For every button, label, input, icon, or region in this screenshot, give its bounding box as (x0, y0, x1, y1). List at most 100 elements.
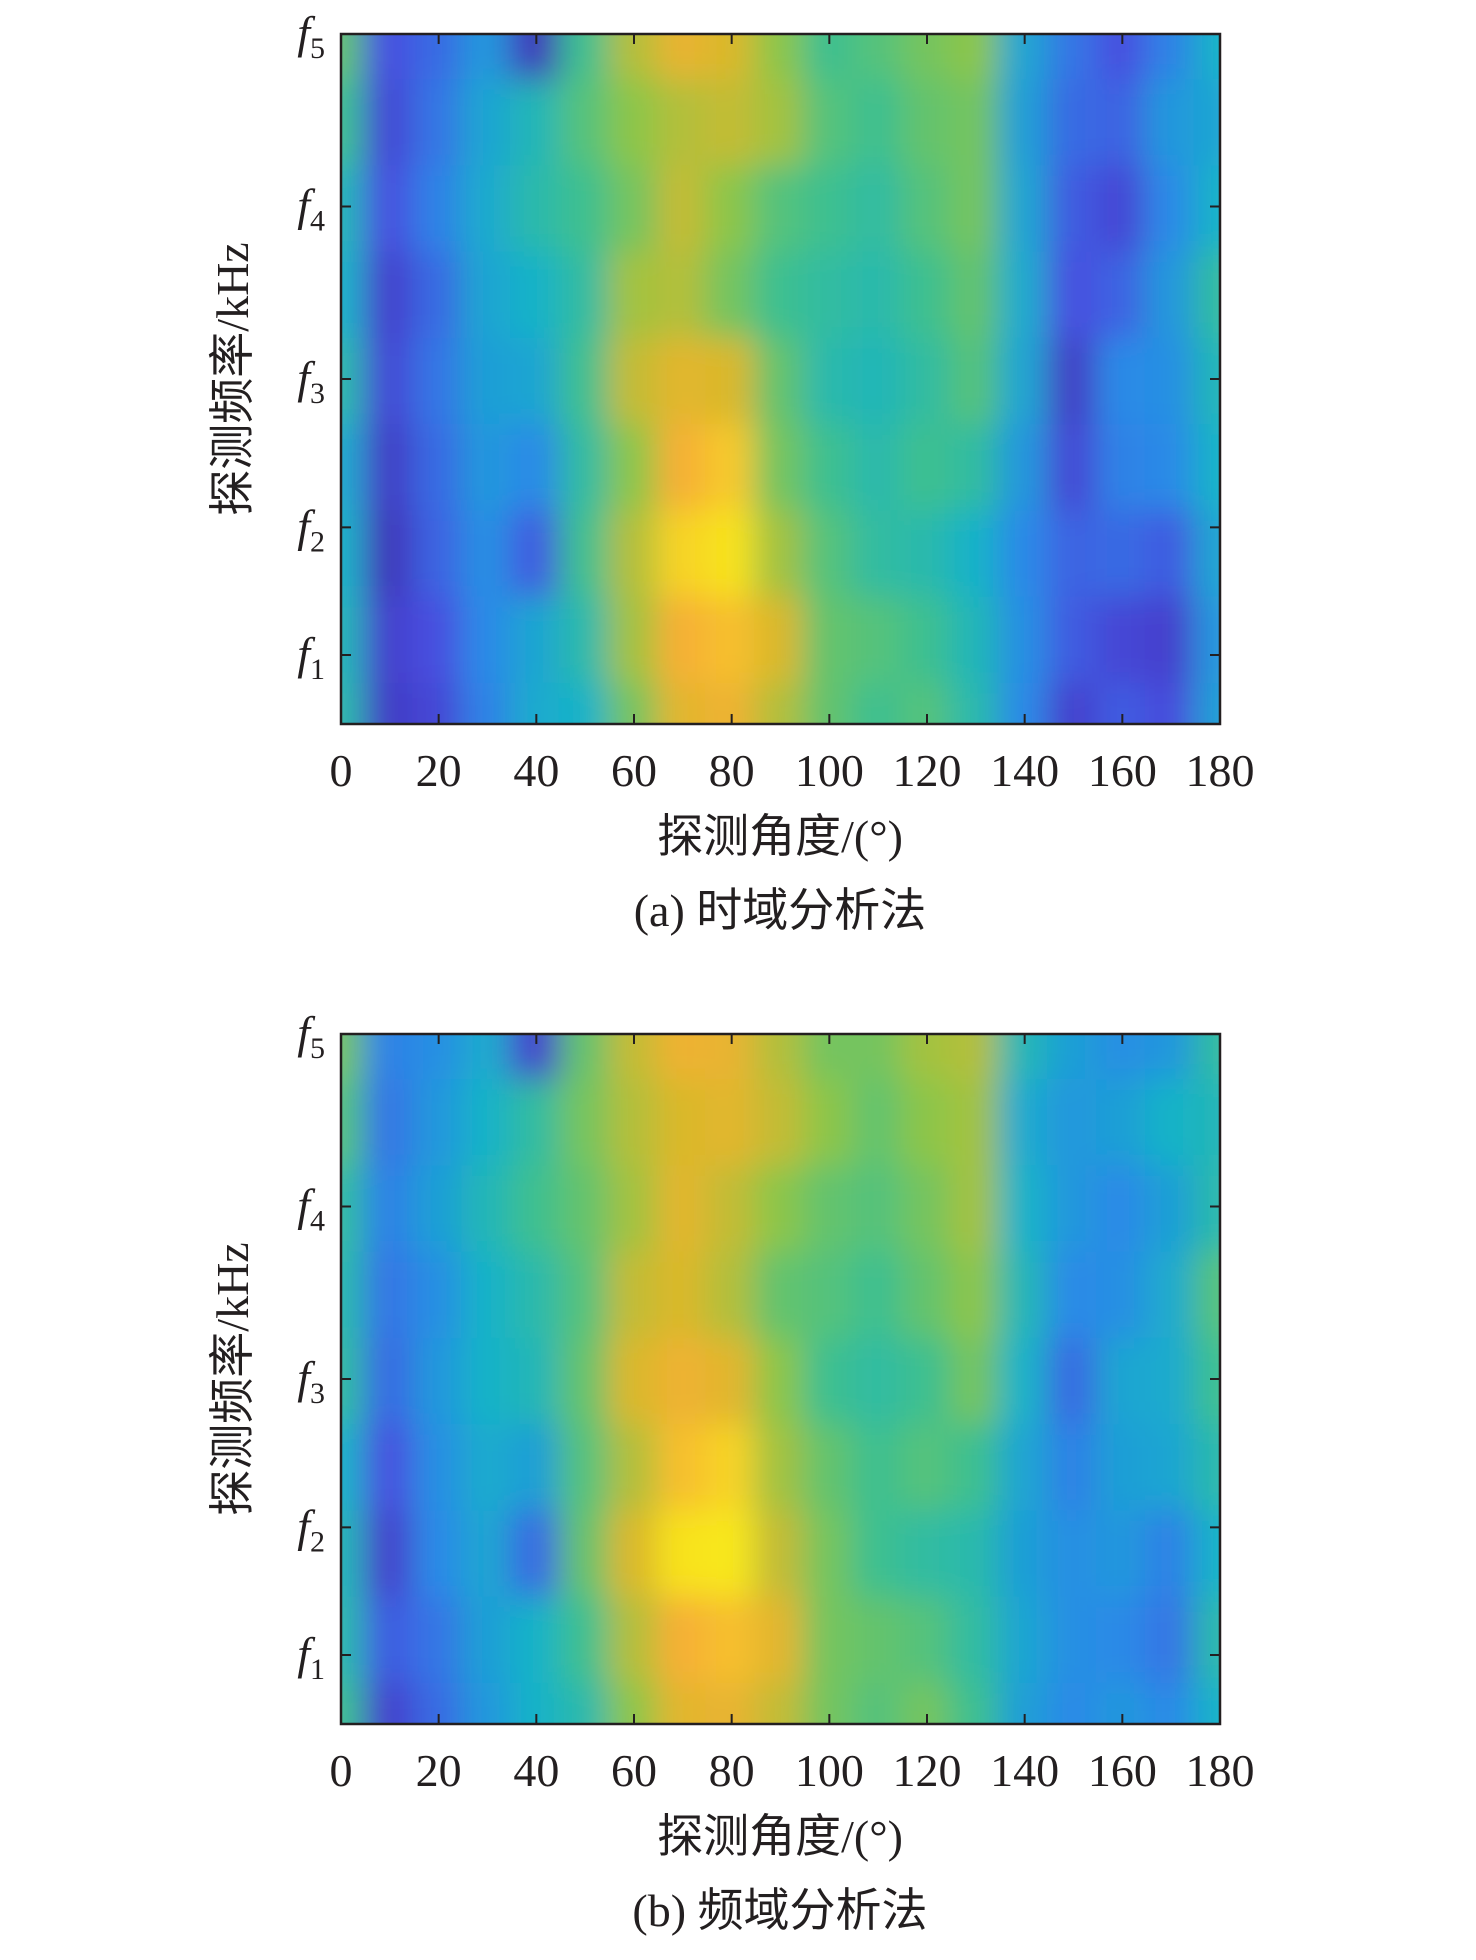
heatmap-cell (607, 592, 661, 683)
heatmap-cell (509, 161, 563, 252)
heatmap-cell (461, 678, 514, 724)
heatmap-cell (558, 1247, 612, 1338)
heatmap-cell (1144, 333, 1198, 425)
heatmap-cell (851, 1161, 905, 1252)
heatmap-cell (949, 1075, 1003, 1166)
heatmap-cell (949, 34, 1003, 80)
heatmap-cell (802, 506, 856, 597)
heatmap-cell (558, 1075, 612, 1166)
heatmap-cell (412, 161, 466, 252)
heatmap-cell (1144, 1592, 1198, 1683)
heatmap-cell (1047, 1420, 1100, 1511)
heatmap-cell (558, 1333, 612, 1425)
heatmap-cell (949, 161, 1003, 252)
x-tick-labels-b: 0 20 40 60 80 100 120 140 160 180 (330, 1034, 1255, 1796)
heatmap-cell (998, 333, 1052, 425)
heatmap-cell (998, 247, 1052, 338)
heatmap-cell (461, 1678, 514, 1724)
heatmap-cell (949, 678, 1003, 724)
heatmap-cell (656, 1034, 710, 1080)
heatmap-cell (607, 161, 661, 252)
heatmap-cell (949, 592, 1003, 683)
x-tick-label: 40 (513, 745, 559, 796)
x-tick-label: 40 (513, 1745, 559, 1796)
heatmap-panel-b: 0 20 40 60 80 100 120 140 160 180 f1 f2 f3 f4 f5 探测角度… (207, 1007, 1255, 1936)
heatmap-cell (1047, 34, 1100, 80)
heatmap-cell (558, 678, 612, 724)
heatmap-cell (998, 1075, 1052, 1166)
heatmap-cells-b (341, 1034, 1220, 1724)
heatmap-cell (341, 75, 368, 166)
heatmap-cell (1193, 420, 1220, 511)
heatmap-cell (461, 1247, 514, 1338)
heatmap-cell (509, 1247, 563, 1338)
heatmap-cell (656, 678, 710, 724)
x-tick-labels-a: 0 20 40 60 80 100 120 140 160 180 (330, 34, 1255, 796)
heatmap-cell (558, 34, 612, 80)
heatmap-cell (802, 1592, 856, 1683)
heatmap-cell (998, 506, 1052, 597)
heatmap-cell (363, 1034, 417, 1080)
heatmap-cell (412, 247, 466, 338)
heatmap-cell (851, 75, 905, 166)
heatmap-cell (1193, 678, 1220, 724)
heatmap-cell (509, 1333, 563, 1425)
heatmap-cell (998, 161, 1052, 252)
heatmap-cell (705, 1592, 759, 1683)
heatmap-cell (802, 1506, 856, 1597)
y-tick-label: f1 (297, 1628, 325, 1686)
heatmap-cell (900, 75, 954, 166)
y-tick-label: f4 (297, 180, 325, 238)
heatmap-cell (461, 1592, 514, 1683)
y-tick-subscript: 1 (310, 1653, 325, 1686)
y-tick-subscript: 5 (310, 1032, 325, 1065)
heatmap-cell (998, 420, 1052, 511)
heatmap-cell (656, 247, 710, 338)
caption-a: (a) 时域分析法 (634, 885, 927, 936)
heatmap-cell (900, 247, 954, 338)
y-tick-label: f3 (297, 1352, 325, 1410)
x-tick-label: 60 (611, 1745, 657, 1796)
heatmap-cell (1047, 1333, 1100, 1425)
heatmap-cell (1047, 1034, 1100, 1080)
heatmap-cell (341, 1592, 368, 1683)
heatmap-cell (607, 333, 661, 425)
heatmap-cell (1095, 161, 1149, 252)
heatmap-cell (363, 34, 417, 80)
heatmap-cell (851, 161, 905, 252)
heatmap-cell (802, 161, 856, 252)
heatmap-cell (851, 1034, 905, 1080)
heatmap-cell (851, 506, 905, 597)
heatmap-cell (509, 1161, 563, 1252)
heatmap-cell (656, 420, 710, 511)
heatmap-cell (558, 333, 612, 425)
heatmap-cell (1047, 1678, 1100, 1724)
heatmap-cell (1193, 75, 1220, 166)
heatmap-cell (341, 247, 368, 338)
heatmap-cell (949, 506, 1003, 597)
heatmap-cell (509, 333, 563, 425)
heatmap-cell (509, 506, 563, 597)
heatmap-cell (509, 247, 563, 338)
heatmap-cell (705, 247, 759, 338)
heatmap-cell (1144, 506, 1198, 597)
caption-b: (b) 频域分析法 (632, 1885, 927, 1936)
heatmap-cell (412, 1333, 466, 1425)
heatmap-cell (754, 333, 807, 425)
heatmap-cell (851, 247, 905, 338)
heatmap-cell (1144, 1420, 1198, 1511)
heatmap-cell (949, 1161, 1003, 1252)
heatmap-cell (900, 1333, 954, 1425)
heatmap-cell (851, 1247, 905, 1338)
x-tick-label: 140 (990, 745, 1059, 796)
heatmap-cell (900, 1592, 954, 1683)
heatmap-cell (461, 1075, 514, 1166)
x-tick-label: 160 (1088, 745, 1157, 796)
heatmap-cell (363, 1247, 417, 1338)
heatmap-cell (851, 1333, 905, 1425)
heatmap-cell (1193, 1420, 1220, 1511)
x-tick-label: 180 (1186, 1745, 1255, 1796)
x-tick-label: 0 (330, 1745, 353, 1796)
heatmap-cell (558, 1420, 612, 1511)
heatmap-cell (754, 1161, 807, 1252)
